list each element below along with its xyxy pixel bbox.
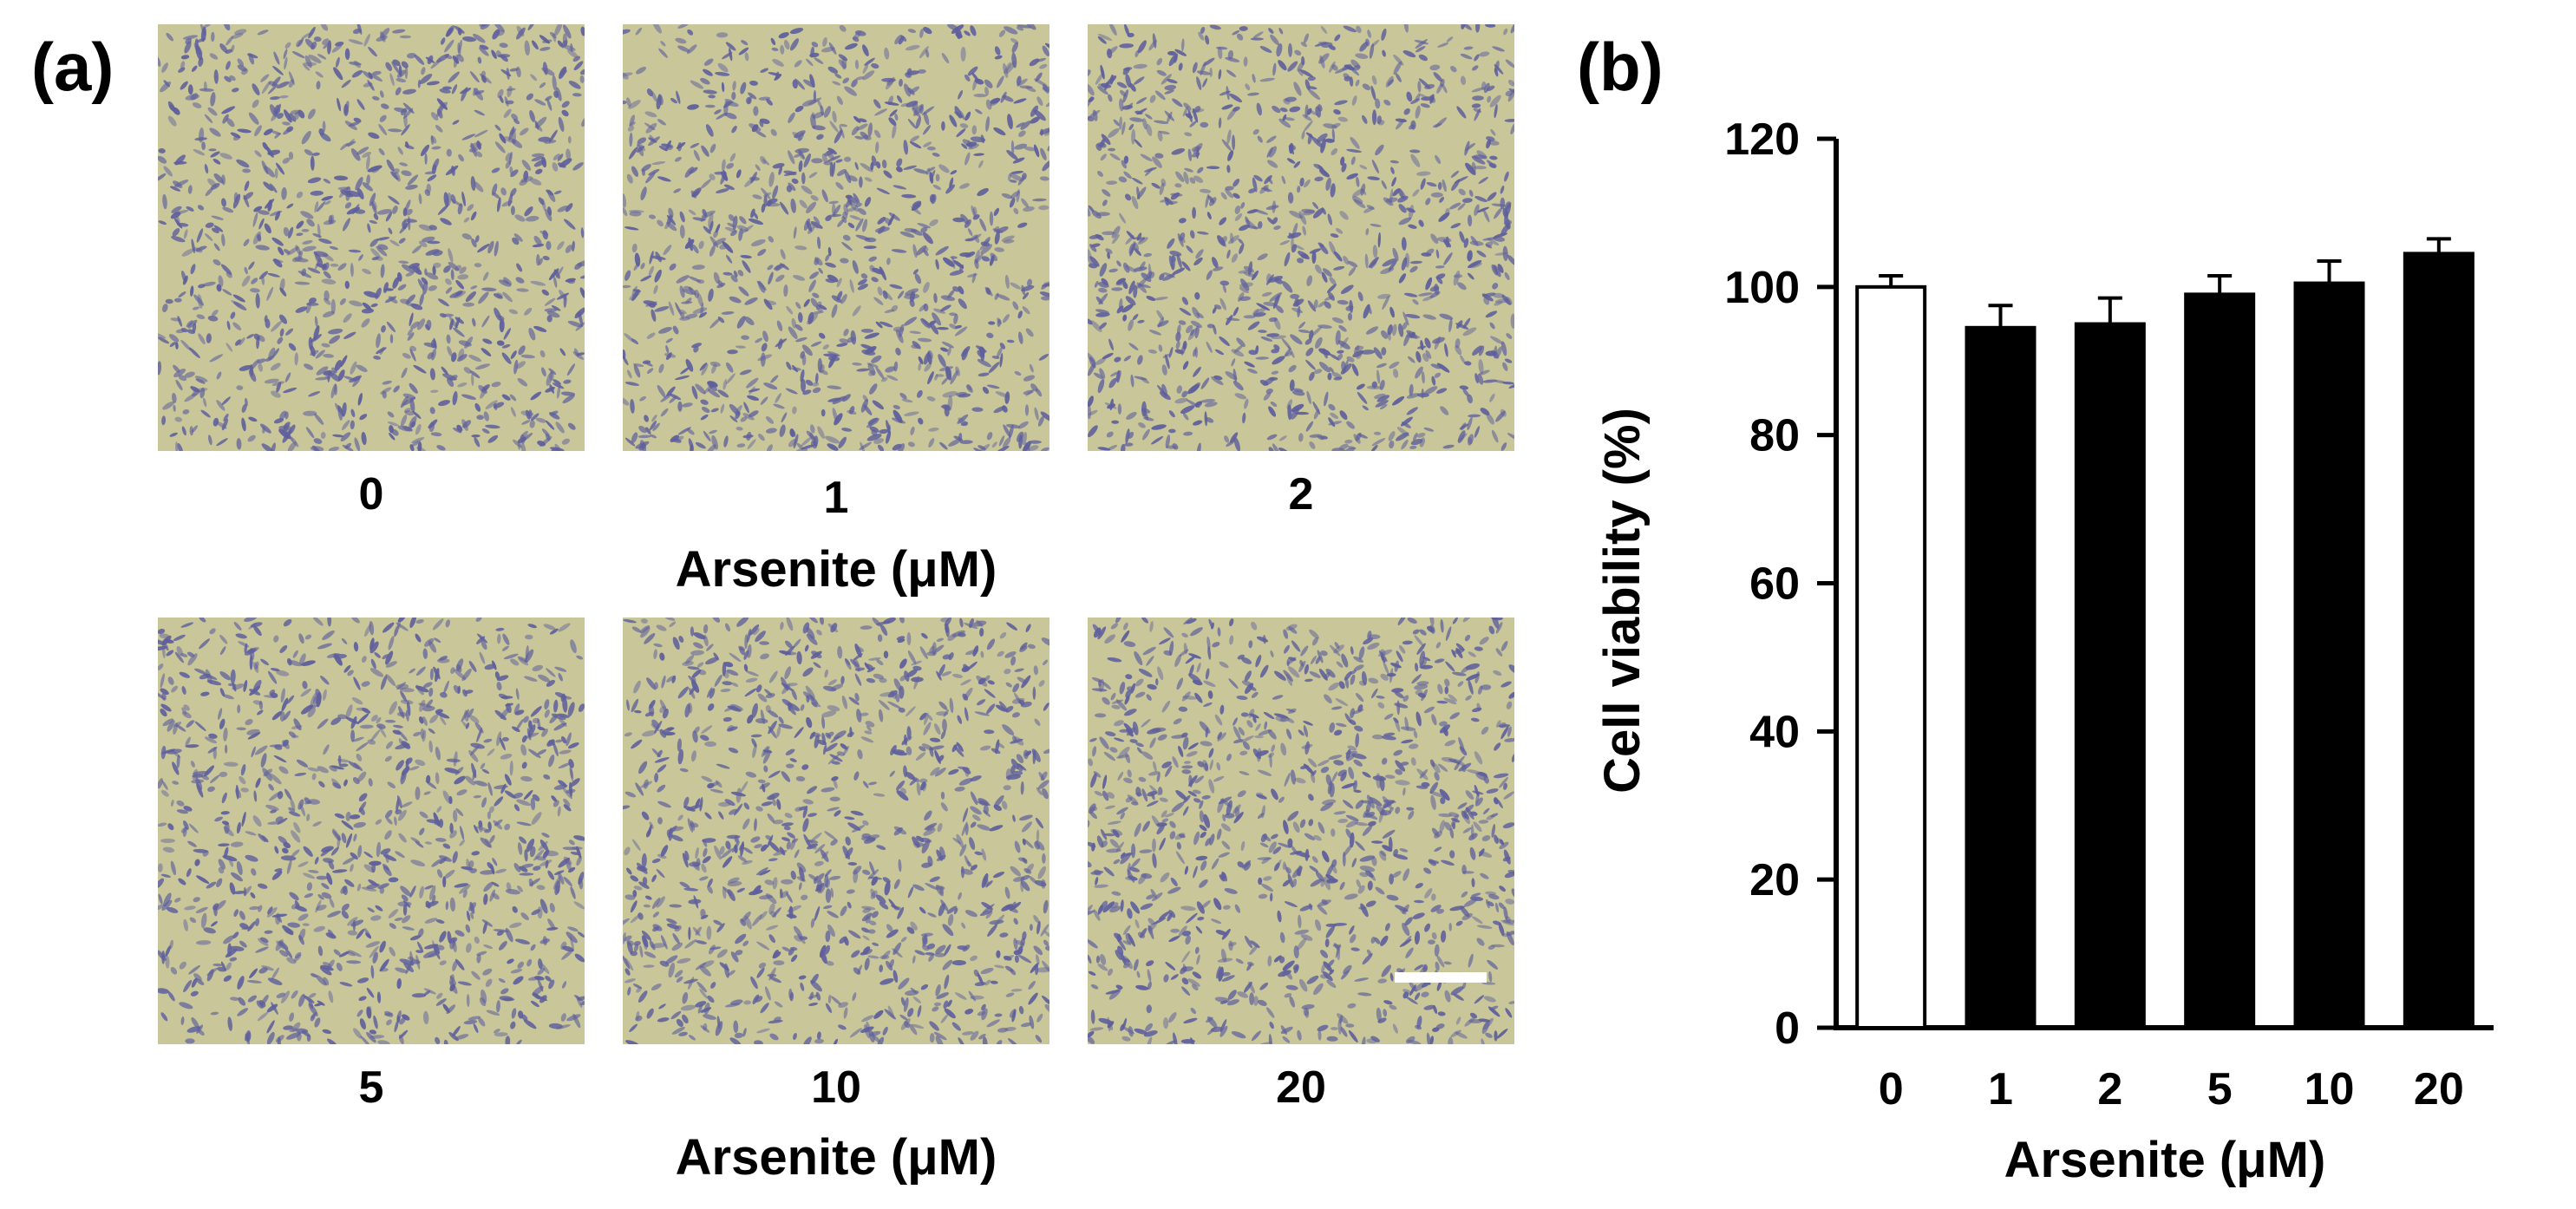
dose-label-10: 10 xyxy=(811,1062,861,1113)
bar-10 xyxy=(2293,281,2365,1029)
y-tick-label-20: 20 xyxy=(1749,855,1800,905)
scale-bar xyxy=(1395,972,1487,983)
bar-0 xyxy=(1855,284,1927,1030)
bar-5 xyxy=(2184,292,2256,1029)
bar-20 xyxy=(2403,252,2475,1030)
x-tick-label-0: 0 xyxy=(1879,1064,1904,1114)
dose-label-20: 20 xyxy=(1276,1062,1326,1113)
top-group-label: Arsenite (μM) xyxy=(675,541,997,598)
panel-a-label: (a) xyxy=(31,29,114,105)
x-axis-title: Arsenite (μM) xyxy=(2004,1132,2326,1188)
dose-label-0: 0 xyxy=(358,469,384,520)
dose-label-2: 2 xyxy=(1288,469,1314,520)
bottom-group-label: Arsenite (μM) xyxy=(675,1129,997,1186)
bar-1 xyxy=(1965,325,2037,1029)
y-tick-label-120: 120 xyxy=(1724,114,1800,165)
x-tick-label-10: 10 xyxy=(2305,1064,2355,1114)
y-tick-label-40: 40 xyxy=(1749,707,1800,757)
bar-2 xyxy=(2074,322,2146,1029)
y-tick-label-0: 0 xyxy=(1775,1003,1800,1054)
micrograph-dose-1 xyxy=(623,24,1049,451)
y-axis-title: Cell viability (%) xyxy=(1596,408,1651,794)
x-tick-label-1: 1 xyxy=(1988,1064,2013,1114)
dose-label-1: 1 xyxy=(823,473,849,523)
x-tick-label-5: 5 xyxy=(2207,1064,2233,1114)
x-tick-label-20: 20 xyxy=(2414,1064,2464,1114)
viability-bar-chart: 0 20 40 60 80 100 120 0 1 2 5 10 20 Arsenite (μM) Cell… xyxy=(1596,114,2494,1188)
y-tick-label-100: 100 xyxy=(1724,263,1800,313)
micrograph-dose-20 xyxy=(1088,618,1514,1044)
micrograph-dose-2 xyxy=(1088,24,1514,451)
panel-b-label: (b) xyxy=(1577,29,1664,105)
y-tick-label-60: 60 xyxy=(1749,559,1800,610)
micrograph-dose-0 xyxy=(158,24,585,451)
dose-label-5: 5 xyxy=(358,1062,384,1113)
x-tick-label-2: 2 xyxy=(2097,1064,2122,1114)
micrograph-dose-10 xyxy=(623,618,1049,1044)
y-tick-label-80: 80 xyxy=(1749,411,1800,461)
micrograph-dose-5 xyxy=(158,618,585,1044)
